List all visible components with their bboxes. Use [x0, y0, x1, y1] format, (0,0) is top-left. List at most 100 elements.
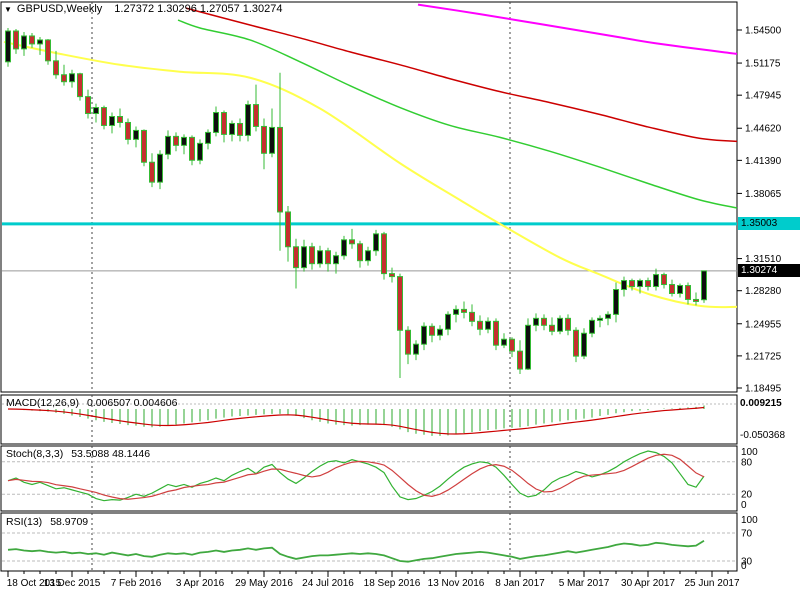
candle-body	[589, 319, 595, 334]
macd-panel-border	[0, 394, 738, 445]
macd-scale-max-label: 0.009215	[740, 398, 782, 409]
rsi-scale-label: 0	[741, 561, 747, 572]
candle-body	[317, 250, 323, 265]
time-axis-label: 25 Jun 2017	[684, 578, 739, 589]
candle-body	[485, 320, 491, 330]
hline-price-tag[interactable]: 1.35003	[738, 217, 800, 230]
candle-body	[53, 60, 59, 76]
candle-body	[197, 142, 203, 161]
candle-body	[117, 116, 123, 123]
time-axis-label: 8 Jan 2017	[495, 578, 545, 589]
candle-body	[333, 255, 339, 265]
candle-body	[669, 284, 675, 294]
symbol-dropdown-icon[interactable]: ▼	[4, 5, 12, 14]
stoch-d-line	[7, 453, 705, 500]
macd-scale-min-label: -0.050368	[740, 430, 786, 441]
candle-body	[189, 136, 195, 161]
candle-body	[685, 285, 691, 300]
candle-body	[533, 317, 539, 326]
candle-body	[605, 313, 611, 319]
price-tick-label: 1.51175	[745, 59, 781, 70]
stoch-label: Stoch(8,3,3)	[6, 448, 64, 460]
stoch-panel-title: Stoch(8,3,3) 53.5088 48.1446	[6, 448, 150, 460]
candle-body	[269, 126, 275, 154]
candle-body	[173, 135, 179, 146]
candle-body	[693, 298, 699, 302]
candle-body	[613, 289, 619, 315]
candle-body	[109, 116, 115, 126]
rsi-scale-label: 30	[741, 557, 753, 568]
candle-body	[541, 317, 547, 326]
stoch-scale-label: 80	[741, 457, 753, 468]
candle-body	[445, 313, 451, 330]
chart-title: ▼ GBPUSD,Weekly 1.27372 1.30296 1.27057 1.…	[4, 3, 283, 15]
stoch-scale-label: 0	[741, 500, 747, 511]
candle-body	[253, 104, 259, 127]
candle-body	[573, 329, 579, 357]
candle-body	[165, 135, 171, 155]
candle-body	[381, 233, 387, 275]
candle-body	[37, 39, 43, 45]
candle-body	[661, 274, 667, 286]
price-tick-label: 1.41390	[745, 156, 782, 167]
candle-body	[29, 35, 35, 45]
rsi-scale-label: 100	[741, 515, 758, 526]
candle-body	[557, 317, 563, 332]
candle-body	[365, 250, 371, 262]
candle-body	[45, 39, 51, 62]
ma-yellow	[3, 40, 738, 309]
candle-body	[621, 280, 627, 291]
candle-body	[101, 107, 107, 126]
macd-panel-title: MACD(12,26,9) 0.006507 0.004606	[6, 397, 177, 409]
candle-body	[549, 324, 555, 332]
candle-body	[93, 107, 99, 115]
time-axis-label: 29 May 2016	[235, 578, 293, 589]
time-axis-label: 3 Apr 2016	[176, 578, 225, 589]
candle-body	[221, 112, 227, 135]
candle-body	[397, 276, 403, 331]
candle-body	[349, 239, 355, 245]
chart-symbol: GBPUSD,Weekly	[16, 3, 103, 15]
candle-body	[205, 131, 211, 144]
candle-body	[501, 338, 507, 346]
candle-body	[157, 153, 163, 183]
rsi-panel-title: RSI(13) 58.9709	[6, 516, 88, 528]
macd-signal-line	[7, 406, 705, 435]
candle-body	[373, 233, 379, 252]
rsi-panel-border	[0, 512, 738, 572]
candle-body	[213, 112, 219, 133]
price-tick-label: 1.38065	[745, 189, 782, 200]
candle-body	[413, 343, 419, 355]
time-axis-label: 18 Oct 2015	[7, 578, 62, 589]
candle-body	[437, 328, 443, 336]
time-axis-label: 18 Sep 2016	[364, 578, 421, 589]
candle-body	[453, 308, 459, 315]
candle-body	[245, 104, 251, 136]
candle-body	[341, 239, 347, 257]
candle-body	[13, 30, 19, 50]
candle-body	[229, 122, 235, 135]
time-axis-label: 30 Apr 2017	[621, 578, 675, 589]
candle-body	[133, 129, 139, 140]
stoch-panel-border	[0, 445, 738, 512]
candle-body	[493, 320, 499, 346]
candle-body	[5, 30, 11, 63]
current-price-tag: 1.30274	[738, 264, 800, 277]
candle-body	[301, 246, 307, 269]
ma-red	[185, 7, 738, 143]
rsi-scale-label: 70	[741, 529, 753, 540]
candle-body	[509, 338, 515, 352]
ma-green	[177, 19, 738, 209]
candle-body	[653, 274, 659, 288]
candle-body	[637, 280, 643, 288]
stoch-scale-label: 20	[741, 490, 753, 501]
candle-body	[237, 122, 243, 136]
candle-body	[69, 73, 75, 83]
candle-body	[77, 73, 83, 98]
time-axis-label: 13 Dec 2015	[44, 578, 101, 589]
candle-body	[517, 350, 523, 370]
candle-body	[461, 308, 467, 313]
candle-body	[701, 270, 707, 301]
